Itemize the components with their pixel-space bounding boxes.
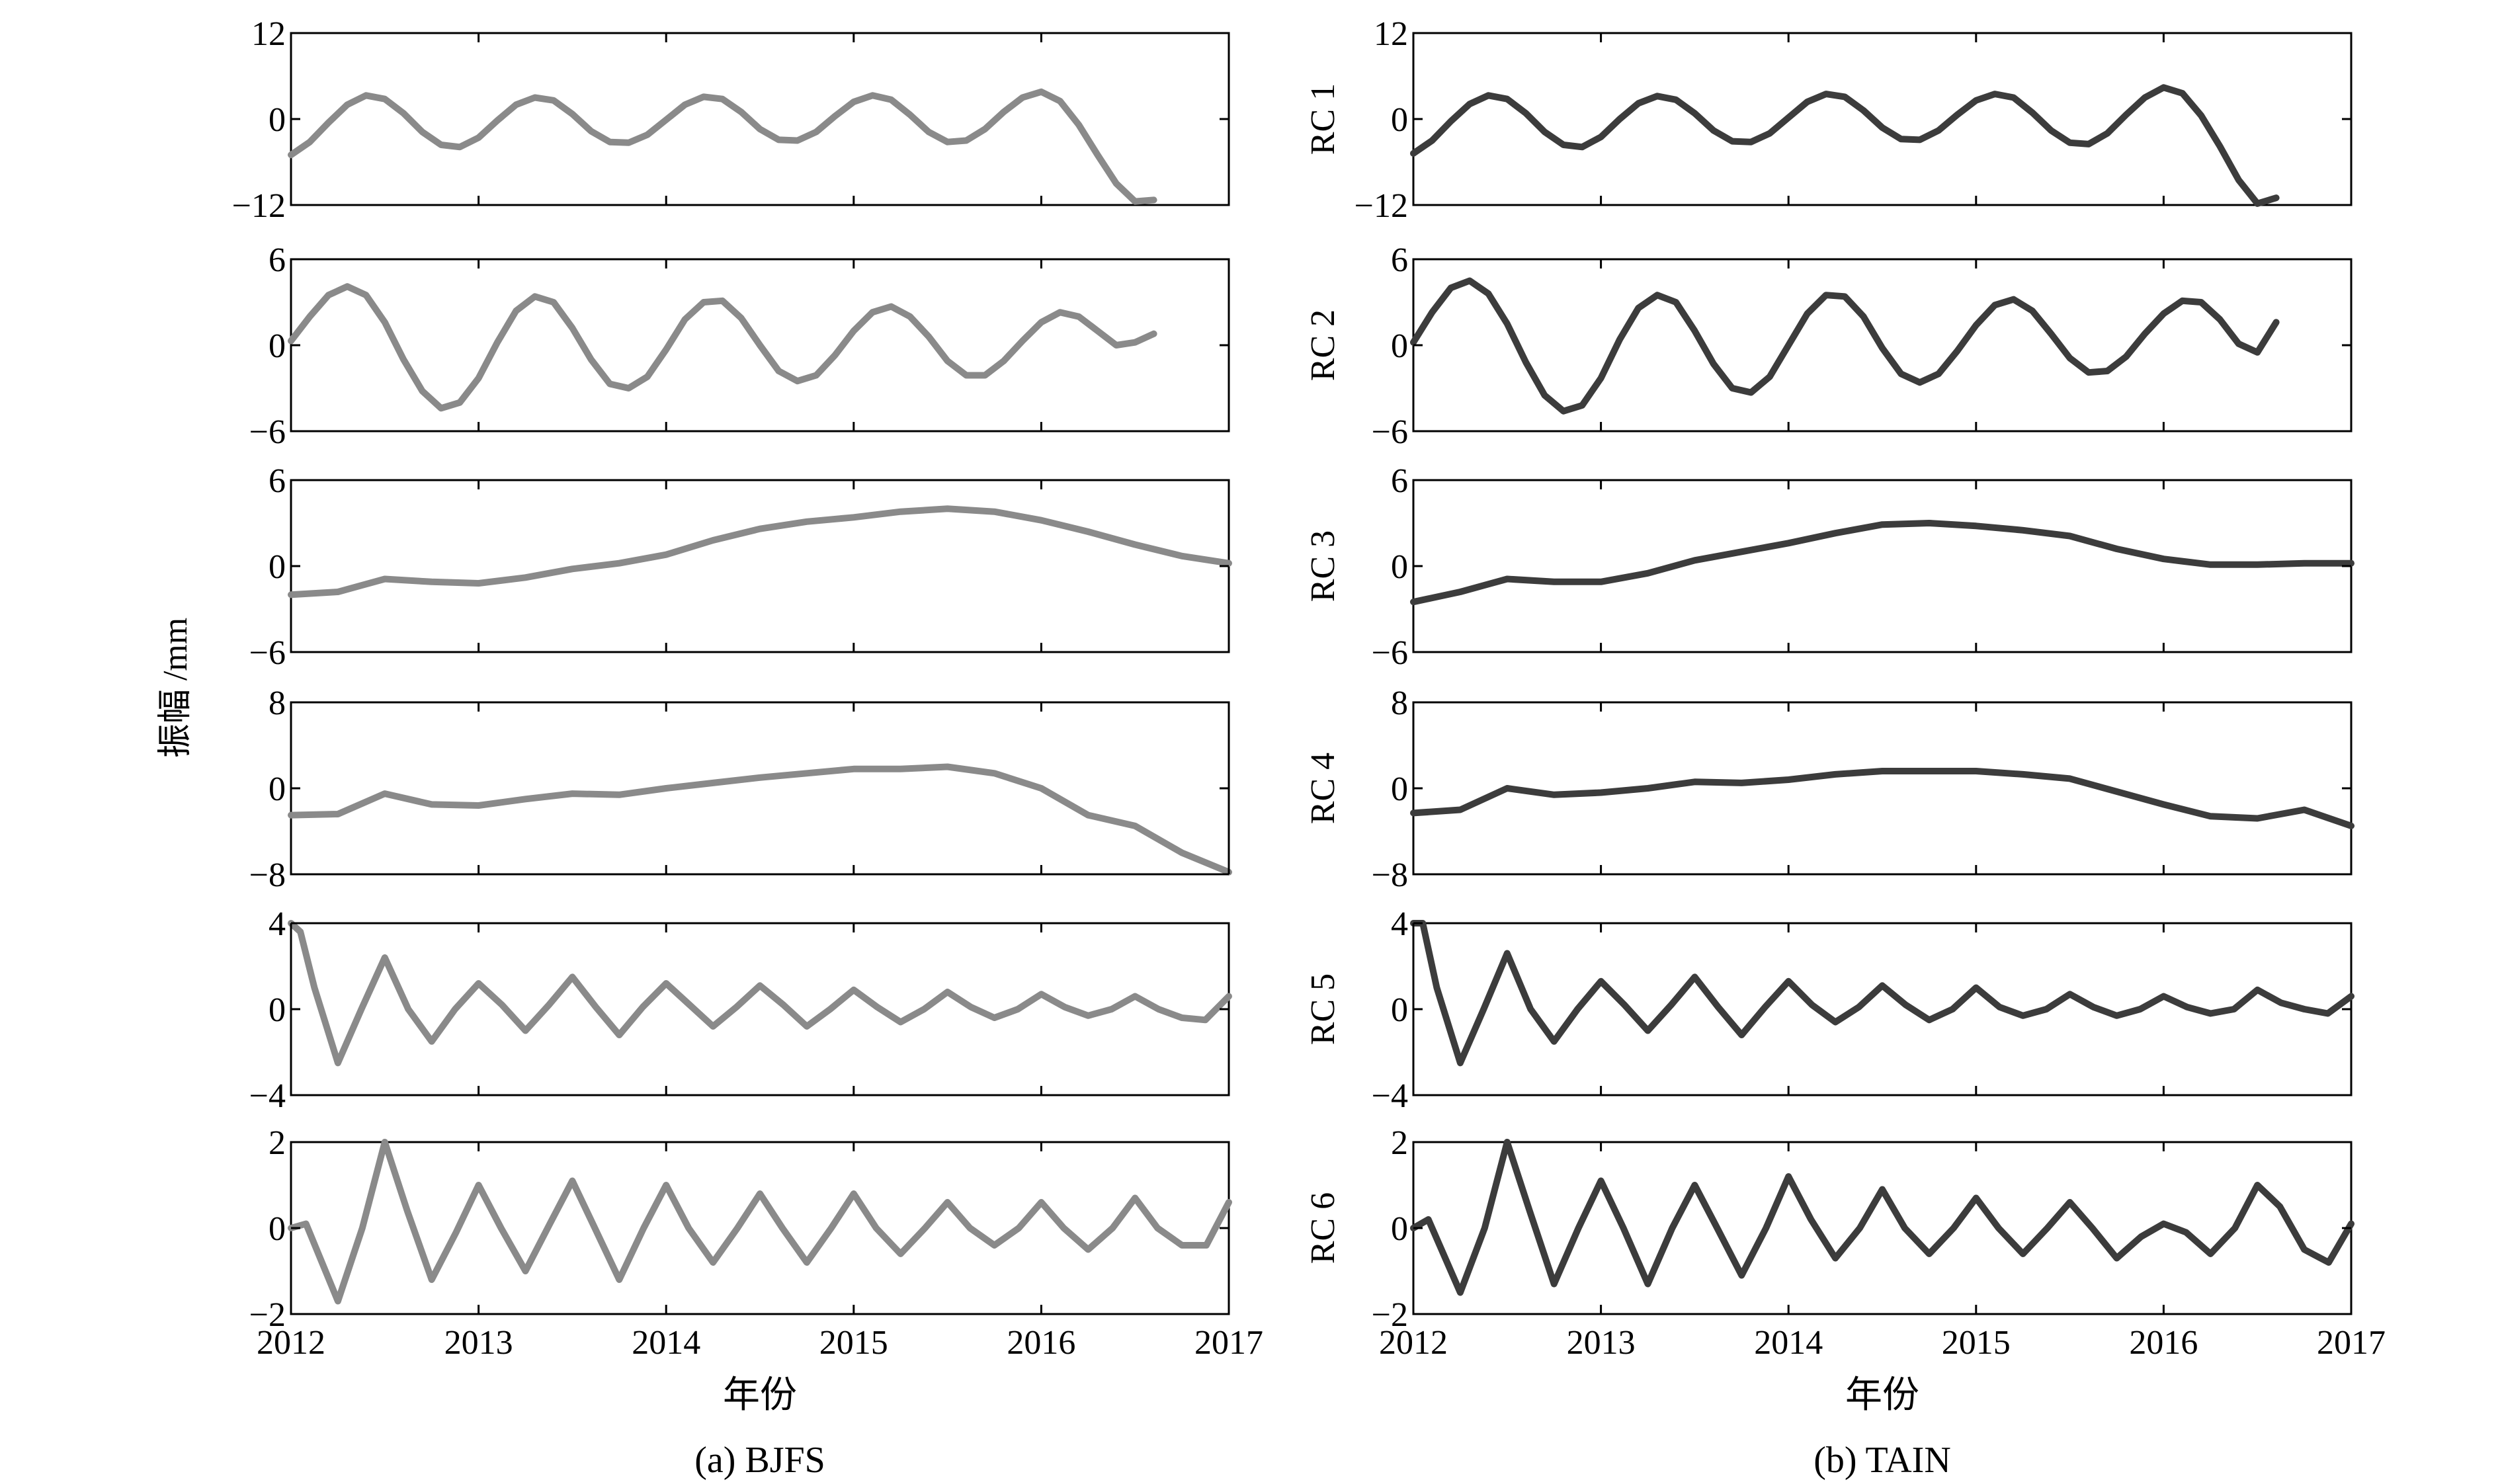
y-tick-label: 0 — [1391, 1210, 1408, 1248]
panel-tain-rc2: −6 0 6 RC 2 — [1304, 241, 2353, 451]
y-tick-label: −6 — [1372, 634, 1408, 672]
y-tick-label: −12 — [1354, 187, 1408, 225]
y-tick-label: 8 — [269, 684, 286, 722]
x-tick-label: 2012 — [1379, 1324, 1448, 1362]
panel-label-rc5: RC 5 — [1304, 973, 1342, 1045]
axes-frame — [290, 32, 1230, 206]
y-tick-label: 12 — [1374, 15, 1408, 53]
y-tick-label: −4 — [1372, 1077, 1408, 1115]
y-tick-label: 0 — [269, 101, 286, 139]
axes-frame — [1412, 1141, 2353, 1315]
x-tick-label: 2012 — [257, 1324, 325, 1362]
y-tick-label: 0 — [269, 548, 286, 586]
panel-tain-rc4: −8 0 8 RC 4 — [1304, 684, 2354, 894]
y-tick-label: 6 — [1391, 462, 1408, 500]
axes-frame — [1412, 701, 2353, 876]
series-line-rc4 — [288, 763, 1232, 876]
y-tick-label: −6 — [1372, 413, 1408, 451]
panel-label-rc6: RC 6 — [1304, 1192, 1342, 1264]
y-axis-label: 振幅 /mm — [157, 618, 194, 758]
x-tick-label: 2013 — [444, 1324, 513, 1362]
axes-frame — [1412, 32, 2353, 206]
panel-bjfs-rc3: −6 0 6 — [249, 462, 1232, 672]
series-line-rc1 — [288, 88, 1157, 205]
panel-bjfs-rc6: −2 0 2 2012 2013 2014 2015 2016 2017 — [249, 1124, 1263, 1362]
y-tick-label: −12 — [232, 187, 286, 225]
chart-title-bjfs: (a) BJFS — [694, 1440, 825, 1481]
chart-title-tain: (b) TAIN — [1813, 1440, 1951, 1481]
y-tick-label: 0 — [269, 1210, 286, 1248]
x-tick-label: 2017 — [1194, 1324, 1263, 1362]
y-tick-label: −2 — [1372, 1296, 1408, 1334]
y-tick-label: 0 — [269, 327, 286, 365]
x-tick-label: 2014 — [1754, 1324, 1823, 1362]
panel-tain-rc3: −6 0 6 RC 3 — [1304, 462, 2354, 672]
x-axis-label-bjfs: 年份 — [723, 1375, 797, 1416]
panel-label-rc1: RC 1 — [1304, 83, 1342, 155]
x-tick-label: 2013 — [1567, 1324, 1636, 1362]
y-tick-label: −8 — [249, 856, 286, 894]
axes-frame — [290, 479, 1230, 653]
x-tick-label: 2016 — [2129, 1324, 2198, 1362]
y-tick-label: 0 — [269, 770, 286, 808]
axes-frame — [290, 701, 1230, 876]
y-tick-label: 4 — [269, 905, 286, 943]
axes-frame — [1412, 922, 2353, 1096]
y-tick-label: 0 — [1391, 101, 1408, 139]
series-line-rc1 — [1410, 84, 2280, 207]
axes-frame — [290, 922, 1230, 1096]
y-tick-label: −2 — [249, 1296, 286, 1334]
series-line-rc5 — [288, 920, 1232, 1067]
panel-tain-rc1: −12 0 12 RC 1 — [1304, 15, 2353, 225]
y-tick-label: −6 — [249, 413, 286, 451]
panel-label-rc4: RC 4 — [1304, 753, 1342, 824]
series-line-rc4 — [1410, 768, 2354, 829]
panel-bjfs-rc4: −8 0 8 — [249, 684, 1232, 894]
x-tick-label: 2016 — [1007, 1324, 1075, 1362]
panel-bjfs-rc1: −12 0 12 — [232, 15, 1230, 225]
y-tick-label: 12 — [251, 15, 286, 53]
y-tick-label: 6 — [269, 241, 286, 279]
y-tick-label: 6 — [269, 462, 286, 500]
series-line-rc6 — [288, 1139, 1232, 1305]
x-axis-label-tain: 年份 — [1845, 1375, 1919, 1416]
series-line-rc6 — [1410, 1139, 2354, 1296]
series-line-rc5 — [1410, 920, 2354, 1067]
y-tick-label: −6 — [249, 634, 286, 672]
x-tick-label: 2014 — [632, 1324, 700, 1362]
series-line-rc3 — [1410, 520, 2354, 606]
y-tick-label: 0 — [1391, 548, 1408, 586]
y-tick-label: 8 — [1391, 684, 1408, 722]
y-tick-label: 0 — [1391, 991, 1408, 1029]
x-tick-label: 2015 — [819, 1324, 888, 1362]
y-tick-label: 4 — [1391, 905, 1408, 943]
panel-tain-rc5: −4 0 4 RC 5 — [1304, 905, 2354, 1115]
panel-label-rc2: RC 2 — [1304, 309, 1342, 381]
y-tick-label: 2 — [1391, 1124, 1408, 1162]
axes-frame — [290, 1141, 1230, 1315]
y-tick-label: 0 — [269, 991, 286, 1029]
series-line-rc2 — [288, 283, 1157, 412]
y-tick-label: 0 — [1391, 327, 1408, 365]
panel-tain-rc6: −2 0 2 RC 6 2012 2013 2014 2015 2016 2017 — [1304, 1124, 2386, 1362]
y-tick-label: 6 — [1391, 241, 1408, 279]
x-tick-label: 2017 — [2317, 1324, 2386, 1362]
y-tick-label: 0 — [1391, 770, 1408, 808]
series-line-rc3 — [288, 505, 1232, 598]
y-tick-label: −8 — [1372, 856, 1408, 894]
y-tick-label: 2 — [269, 1124, 286, 1162]
panel-bjfs-rc2: −6 0 6 — [249, 241, 1230, 451]
series-line-rc2 — [1410, 277, 2280, 415]
x-tick-label: 2015 — [1942, 1324, 2011, 1362]
y-tick-label: −4 — [249, 1077, 286, 1115]
panel-bjfs-rc5: −4 0 4 — [249, 905, 1232, 1115]
panel-label-rc3: RC 3 — [1304, 530, 1342, 602]
